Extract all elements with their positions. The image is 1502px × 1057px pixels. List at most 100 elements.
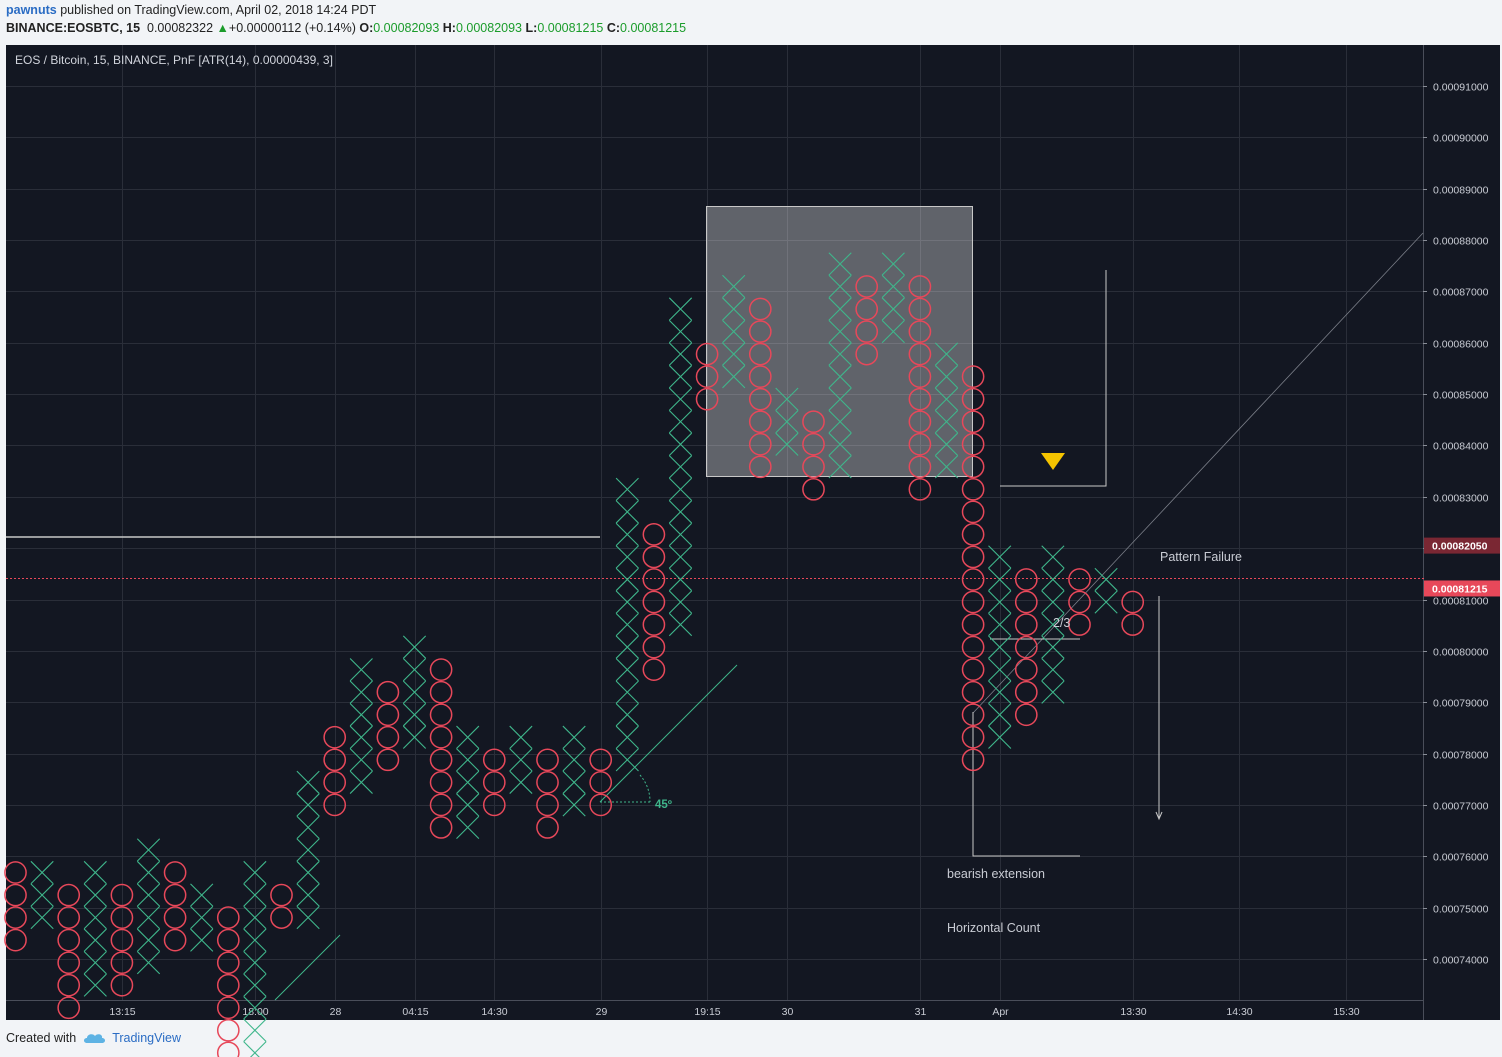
trendline-lower[interactable] — [274, 934, 341, 1001]
o-column[interactable] — [270, 883, 293, 929]
o-column[interactable] — [376, 680, 400, 772]
o-box — [482, 771, 506, 794]
x-column[interactable] — [988, 545, 1012, 749]
o-box — [908, 297, 932, 321]
x-column[interactable] — [934, 342, 959, 479]
o-column[interactable] — [163, 861, 187, 952]
x-column[interactable] — [296, 770, 320, 930]
x-column[interactable] — [668, 297, 693, 637]
last-price: 0.00082322 — [147, 21, 214, 35]
o-box — [376, 725, 400, 749]
x-column[interactable] — [136, 838, 161, 975]
x-column[interactable] — [615, 477, 639, 772]
x-box — [881, 297, 905, 321]
o-box — [429, 658, 453, 682]
x-column[interactable] — [243, 860, 267, 1057]
o-box — [57, 906, 81, 929]
x-box — [934, 410, 959, 434]
o-box — [642, 635, 666, 659]
x-box — [988, 680, 1012, 704]
x-column[interactable] — [83, 860, 107, 997]
x-box — [828, 297, 852, 321]
o-column[interactable] — [961, 365, 985, 772]
horizontal-count-label[interactable]: Horizontal Count — [947, 921, 1041, 935]
x-column[interactable] — [402, 635, 427, 749]
o-box — [961, 455, 985, 479]
x-box — [668, 319, 693, 344]
x-column[interactable] — [828, 252, 852, 479]
plot-area[interactable] — [6, 45, 1423, 1000]
x-box — [668, 432, 693, 456]
x-box — [296, 860, 320, 885]
o-column[interactable] — [855, 275, 879, 366]
x-column[interactable] — [881, 252, 905, 344]
angle-label: 45º — [655, 799, 672, 811]
x-column[interactable] — [456, 725, 480, 840]
o-column[interactable] — [1068, 568, 1091, 636]
arrow-down-icon — [1155, 811, 1163, 821]
o-column[interactable] — [1014, 568, 1038, 727]
time-tick-label: 14:30 — [1226, 1006, 1252, 1018]
o-box — [748, 320, 772, 343]
bearish-extension-bracket[interactable] — [972, 712, 1080, 857]
x-column[interactable] — [30, 860, 54, 930]
x-column[interactable] — [1094, 567, 1118, 614]
o-column[interactable] — [1121, 590, 1145, 636]
pattern-failure-label[interactable]: Pattern Failure — [1160, 550, 1242, 564]
o-column[interactable] — [802, 410, 825, 501]
o-box — [1014, 590, 1038, 614]
triangle-down-icon[interactable] — [1041, 453, 1065, 470]
o-box — [376, 680, 400, 704]
x-column[interactable] — [775, 387, 799, 456]
o-box — [642, 523, 666, 546]
o-column[interactable] — [748, 297, 772, 479]
o-column[interactable] — [589, 748, 613, 817]
x-box — [456, 815, 480, 840]
price-axis[interactable] — [1424, 45, 1500, 1020]
o-box — [429, 793, 453, 817]
x-column[interactable] — [349, 658, 373, 794]
close-label: C: — [606, 21, 621, 35]
x-box — [402, 725, 427, 749]
time-tick-label: 29 — [596, 1006, 608, 1018]
x-column[interactable] — [562, 725, 586, 817]
o-column[interactable] — [323, 725, 347, 817]
measure-bracket[interactable] — [1000, 270, 1107, 487]
o-column[interactable] — [536, 748, 559, 839]
consolidation-box[interactable] — [706, 206, 973, 477]
x-column[interactable] — [1041, 545, 1065, 704]
time-axis[interactable] — [6, 1000, 1424, 1020]
o-column[interactable] — [695, 342, 719, 411]
trendline-45[interactable] — [599, 664, 738, 803]
o-box — [908, 320, 932, 343]
o-column[interactable] — [216, 906, 240, 1057]
x-box — [988, 567, 1012, 592]
author-link[interactable]: pawnuts — [6, 3, 57, 17]
created-with-text: Created with — [6, 1031, 77, 1045]
x-column[interactable] — [190, 883, 214, 952]
o-column[interactable] — [57, 883, 81, 1020]
o-box — [536, 816, 559, 839]
o-column[interactable] — [482, 748, 506, 817]
o-column[interactable] — [110, 883, 134, 997]
o-box — [961, 590, 985, 614]
fraction-label[interactable]: 2/3 — [1053, 616, 1070, 630]
bearish-extension-label[interactable]: bearish extension — [947, 867, 1045, 881]
price-tick-label: 0.00089000 — [1433, 185, 1489, 197]
o-box — [961, 500, 985, 524]
x-box — [456, 748, 480, 772]
diagonal-line[interactable] — [972, 232, 1424, 714]
o-box — [908, 477, 932, 501]
publish-text: published on TradingView.com, April 02, … — [60, 3, 377, 17]
triangle-up-icon: ▲ — [216, 21, 229, 35]
o-column[interactable] — [908, 275, 932, 501]
o-column[interactable] — [642, 523, 666, 682]
tradingview-link[interactable]: TradingView — [112, 1031, 181, 1045]
o-column[interactable] — [429, 658, 453, 839]
o-box — [429, 680, 453, 704]
o-column[interactable] — [4, 861, 27, 952]
x-column[interactable] — [509, 725, 533, 794]
x-column[interactable] — [722, 274, 746, 389]
x-box — [668, 455, 693, 479]
